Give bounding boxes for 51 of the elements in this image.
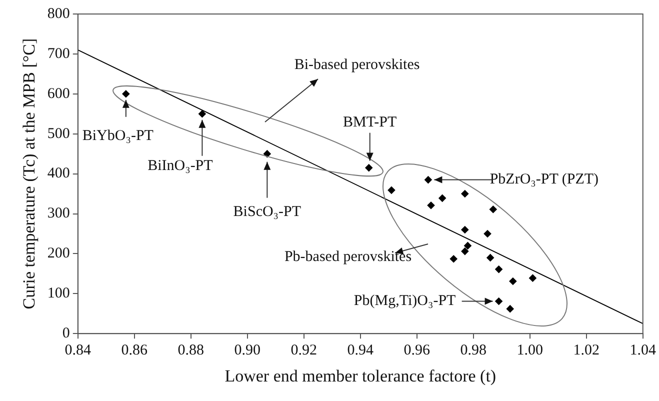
annotation: Pb-based perovskites — [284, 248, 412, 265]
point — [529, 274, 536, 282]
y-tick-label: 500 — [47, 126, 70, 142]
annotation: Bi-based perovskites — [294, 56, 420, 73]
y-tick-label: 200 — [47, 246, 70, 262]
y-tick-label: 600 — [47, 86, 70, 102]
point — [424, 176, 432, 184]
point — [489, 206, 497, 214]
point — [438, 194, 446, 202]
annotation: BiScO₃-PT — [233, 204, 302, 220]
point — [427, 202, 435, 210]
x-tick-label: 0.94 — [347, 342, 374, 359]
x-tick-label: 1.00 — [516, 342, 544, 359]
y-tick-label: 300 — [47, 206, 70, 222]
y-tick-label: 100 — [47, 286, 70, 302]
x-tick-label: 0.90 — [234, 342, 261, 359]
x-tick-label: 0.88 — [178, 342, 204, 359]
x-tick-label: 1.02 — [573, 342, 600, 359]
point — [506, 305, 514, 313]
annotation: PbZrO₃-PT (PZT) — [490, 172, 599, 188]
point — [495, 298, 503, 305]
y-tick-label: 400 — [47, 166, 70, 182]
point — [464, 242, 472, 250]
x-tick-label: 1.04 — [630, 342, 656, 359]
y-tick-label: 0 — [62, 326, 70, 342]
point — [486, 254, 494, 262]
y-tick-label: 800 — [47, 6, 70, 22]
x-tick-label: 0.86 — [121, 342, 148, 359]
point — [461, 190, 469, 198]
point — [388, 186, 396, 194]
x-axis-title: Lower end member tolerance factore (t) — [224, 366, 496, 386]
y-axis-title: Curie temperature (Tc) at the MPB [°C] — [20, 38, 39, 310]
annotation: BiInO₃-PT — [148, 158, 213, 174]
point — [509, 278, 517, 285]
point — [122, 90, 130, 98]
x-tick-label: 0.98 — [460, 342, 487, 359]
x-tick-label: 0.84 — [64, 342, 92, 359]
point — [263, 150, 271, 158]
point — [461, 226, 469, 234]
point — [450, 255, 458, 263]
point — [461, 248, 469, 256]
point — [365, 164, 373, 172]
point — [198, 110, 206, 118]
point — [495, 266, 503, 273]
annotation: Pb(Mg,Ti)O₃-PT — [354, 293, 456, 310]
x-tick-label: 0.92 — [290, 342, 318, 359]
point — [484, 230, 492, 238]
annotation: BiYbO₃-PT — [82, 128, 154, 144]
x-tick-label: 0.96 — [404, 342, 431, 359]
annotation: BMT-PT — [343, 114, 397, 131]
y-tick-label: 700 — [47, 46, 70, 62]
